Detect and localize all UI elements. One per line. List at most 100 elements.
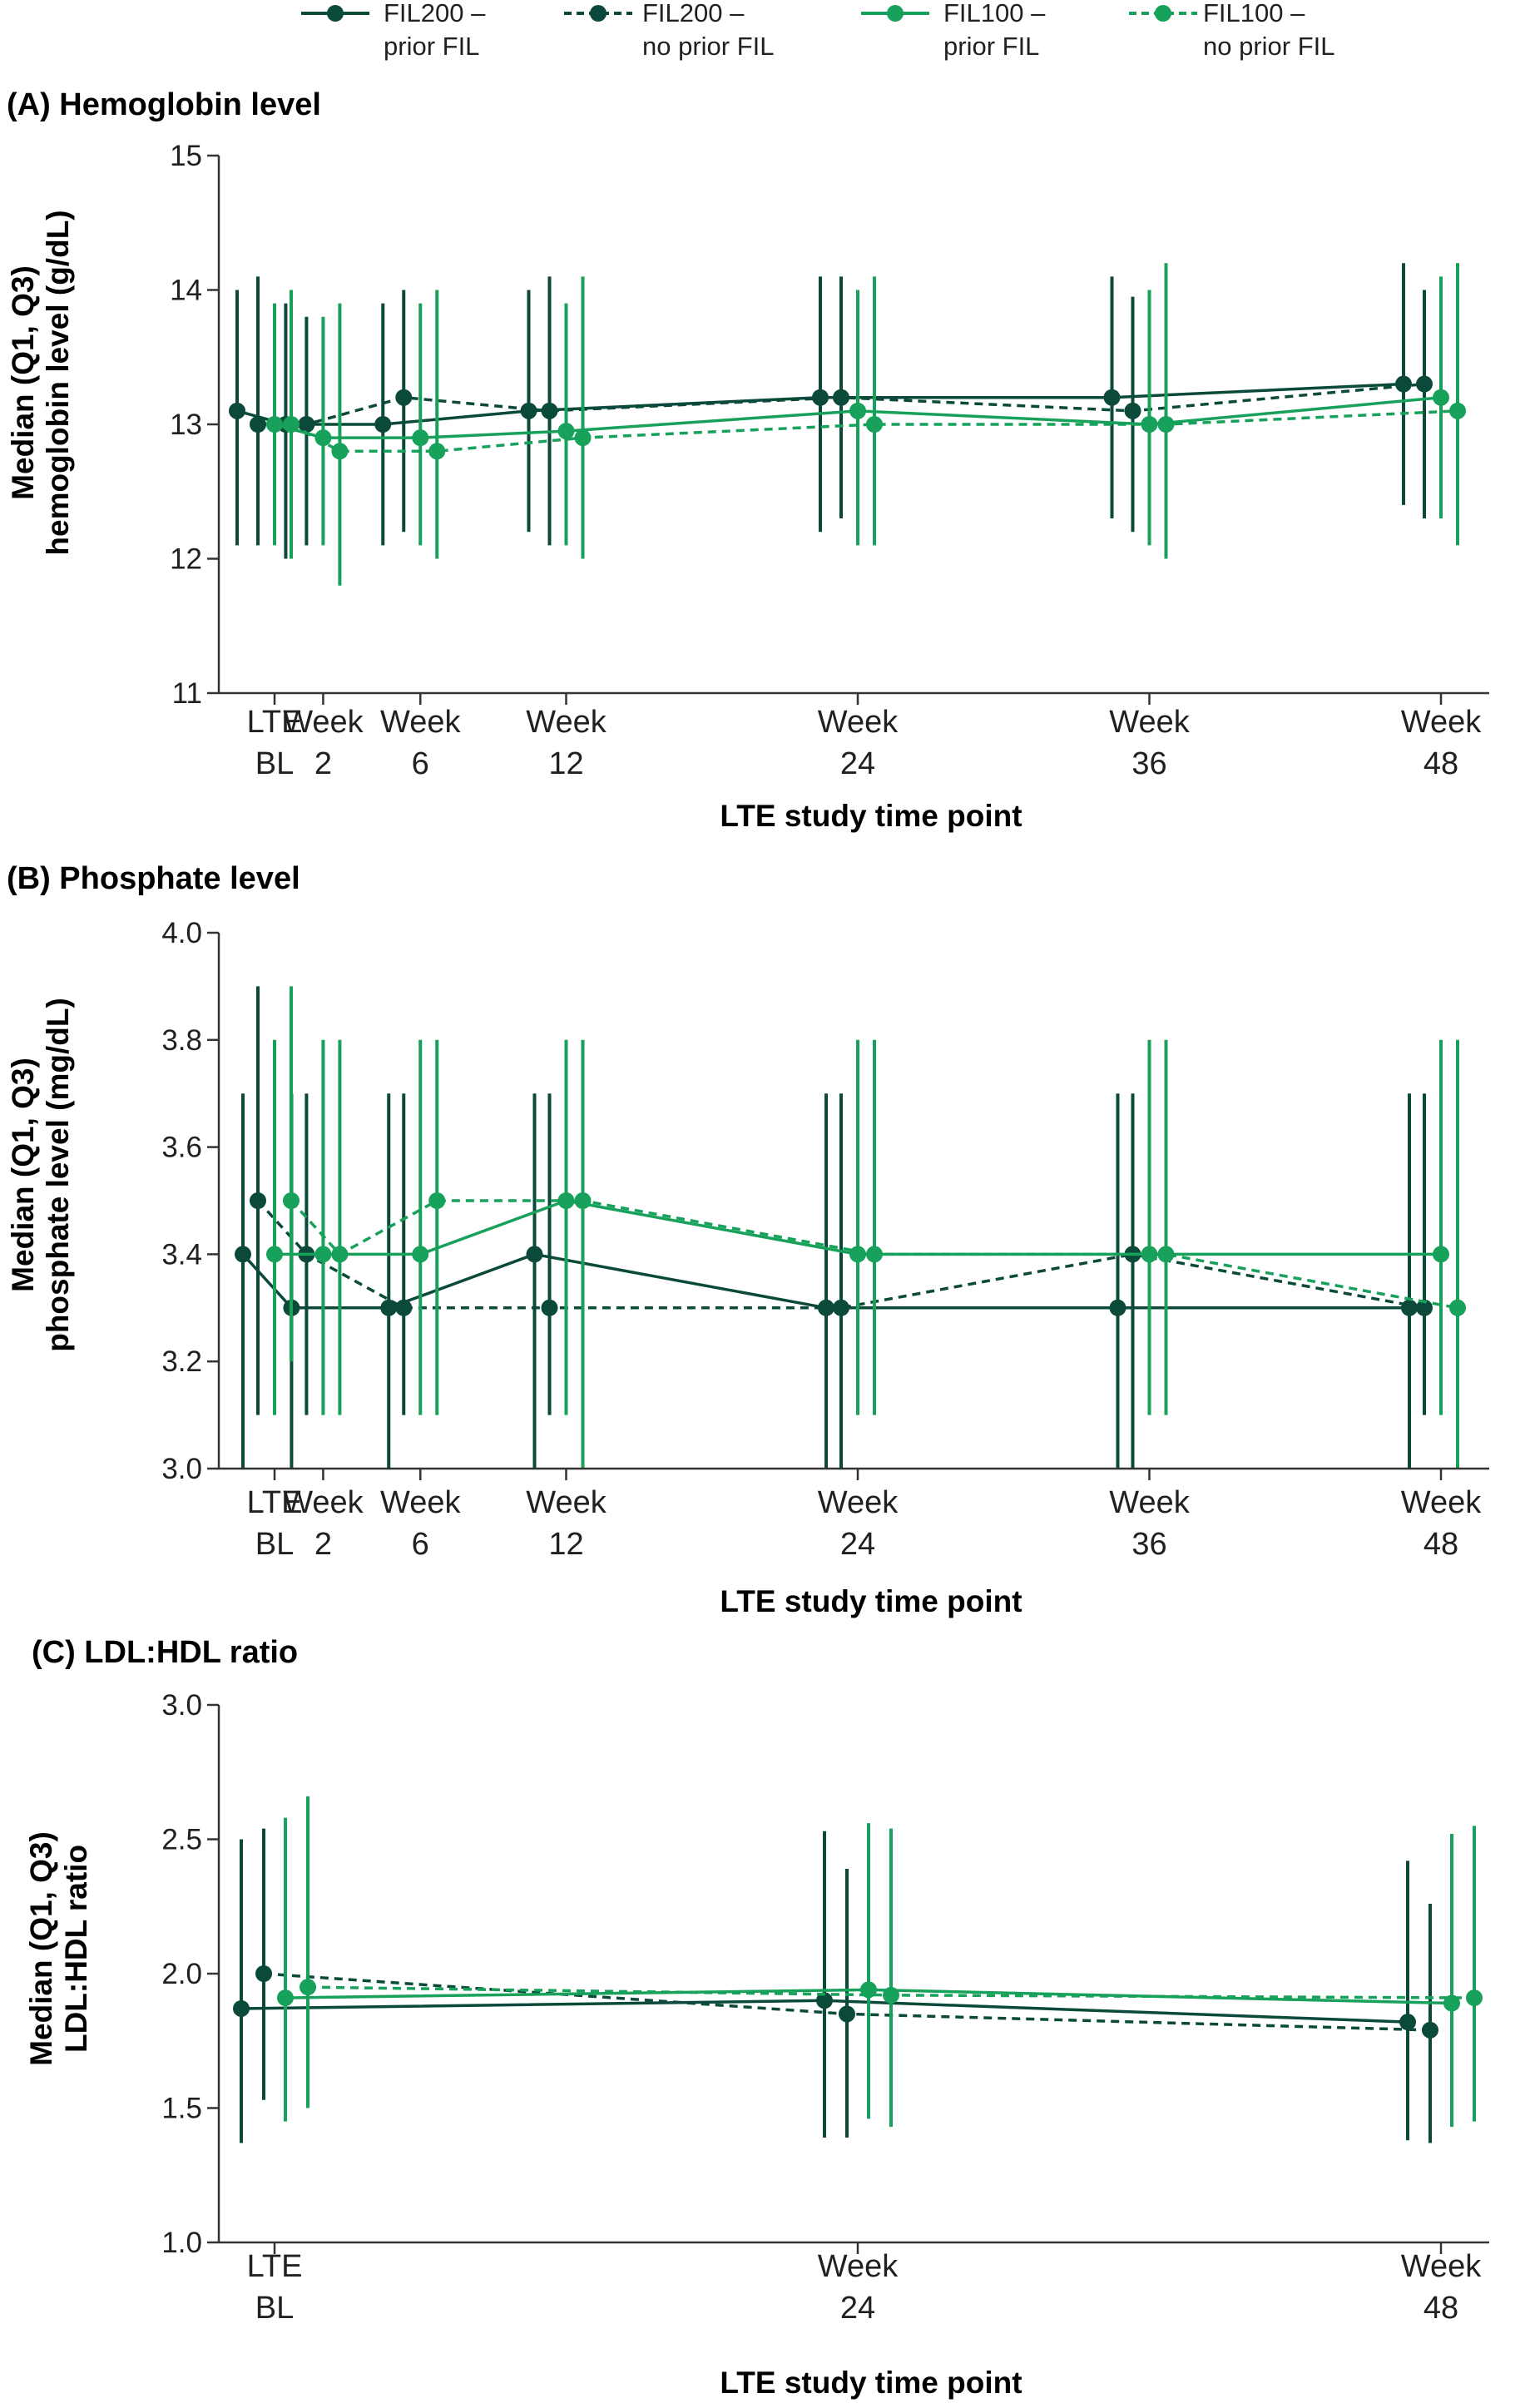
series-2 — [266, 1039, 1449, 1415]
y-tick-label: 2.5 — [161, 1824, 202, 1856]
data-point — [883, 1986, 899, 2004]
legend-item-fil200-no-prior: FIL200 – no prior FIL — [564, 0, 775, 61]
data-point — [277, 1989, 294, 2007]
legend-label-line1: FIL100 – — [1203, 0, 1305, 27]
legend-item-fil100-no-prior: FIL100 – no prior FIL — [1129, 0, 1335, 61]
y-tick-label: 14 — [170, 275, 202, 307]
legend-label-line2: no prior FIL — [642, 32, 775, 61]
data-point — [283, 1192, 300, 1209]
x-tick-label: Week — [1401, 705, 1482, 740]
data-point — [255, 1965, 272, 1982]
data-point — [235, 1246, 251, 1263]
x-tick-label: 12 — [548, 1527, 583, 1562]
y-axis-label-line2: LDL:HDL ratio — [59, 1845, 93, 2053]
data-point — [331, 1246, 349, 1263]
x-tick-label: Week — [818, 1485, 899, 1520]
x-axis-label: LTE study time point — [720, 1584, 1022, 1618]
legend-label-line1: FIL200 – — [384, 0, 486, 27]
axes — [217, 933, 1489, 1470]
data-point — [520, 402, 537, 419]
series-2 — [266, 276, 1449, 546]
data-point — [849, 1246, 866, 1263]
x-tick-label: 6 — [412, 746, 429, 781]
data-point — [314, 1246, 332, 1263]
y-tick-label: 1.5 — [161, 2093, 202, 2125]
series-2 — [277, 1817, 1460, 2128]
data-point — [1124, 402, 1141, 419]
x-tick-label: 48 — [1423, 746, 1458, 781]
x-tick-label: 48 — [1423, 2291, 1458, 2326]
data-point — [839, 2005, 855, 2023]
y-tick-label: 3.0 — [161, 1453, 202, 1485]
data-point — [395, 1299, 413, 1316]
data-point — [1157, 416, 1175, 433]
data-point — [1449, 402, 1466, 419]
data-point — [412, 1246, 429, 1263]
x-tick-label: Week — [380, 1485, 461, 1520]
y-tick-label: 1.0 — [161, 2227, 202, 2259]
data-point — [1433, 1246, 1449, 1263]
x-tick-label: LTE — [247, 1485, 303, 1520]
y-tick-label: 11 — [172, 677, 202, 710]
x-axis-label: LTE study time point — [720, 2366, 1022, 2400]
y-ticks: 11 12 13 14 15 — [170, 140, 219, 710]
data-point — [866, 1246, 883, 1263]
x-tick-label: 24 — [840, 746, 875, 781]
data-point — [1103, 389, 1121, 406]
y-tick-label: 3.2 — [161, 1345, 202, 1378]
data-point — [395, 389, 413, 406]
y-axis-label-line1: Median (Q1, Q3) — [6, 1058, 40, 1292]
x-tick-label: 36 — [1131, 1527, 1166, 1562]
x-tick-label: Week — [1109, 705, 1190, 740]
legend-label-line2: prior FIL — [943, 32, 1039, 61]
legend-swatch-marker — [327, 5, 344, 22]
y-tick-label: 15 — [170, 140, 202, 172]
legend-label-line1: FIL100 – — [943, 0, 1046, 27]
x-tick-label: LTE — [247, 705, 303, 740]
data-point — [380, 1299, 398, 1316]
data-point — [1422, 2021, 1438, 2039]
data-point — [1449, 1299, 1466, 1316]
x-tick-label: Week — [818, 705, 899, 740]
series-marks — [235, 986, 1466, 1469]
panel-hemoglobin: (A) Hemoglobin level Median (Q1, Q3) hem… — [6, 87, 1489, 833]
data-point — [526, 1246, 543, 1263]
y-tick-label: 3.6 — [161, 1132, 202, 1164]
series-0 — [229, 263, 1412, 559]
y-tick-label: 13 — [170, 409, 202, 441]
y-tick-label: 3.4 — [161, 1238, 202, 1271]
x-tick-label: Week — [526, 1485, 607, 1520]
x-tick-label: Week — [1109, 1485, 1190, 1520]
x-ticks: LTE BL Week 2 Week 6 Week 12 Week 24 Week 36 Week 48 — [247, 1469, 1482, 1562]
data-point — [428, 1192, 446, 1209]
data-point — [266, 1246, 283, 1263]
data-point — [1416, 375, 1433, 393]
axes — [217, 156, 1489, 695]
x-axis-label: LTE study time point — [720, 799, 1022, 833]
x-tick-label: 6 — [412, 1527, 429, 1562]
legend-label-line2: prior FIL — [384, 32, 479, 61]
data-point — [541, 402, 558, 419]
data-point — [428, 443, 446, 460]
legend-swatch-marker — [1155, 5, 1171, 22]
y-tick-label: 3.0 — [161, 1689, 202, 1722]
data-point — [1399, 2014, 1416, 2031]
data-point — [574, 429, 592, 447]
y-axis-label-line1: Median (Q1, Q3) — [24, 1831, 58, 2066]
axes — [217, 1705, 1489, 2244]
legend-item-fil200-prior: FIL200 – prior FIL — [301, 0, 486, 61]
y-ticks: 3.0 3.2 3.4 3.6 3.8 4.0 — [161, 917, 219, 1485]
data-point — [298, 416, 315, 433]
x-ticks: LTE BL Week 24 Week 48 — [247, 2242, 1482, 2326]
series-0 — [233, 1831, 1416, 2143]
y-tick-label: 4.0 — [161, 917, 202, 949]
y-tick-label: 2.0 — [161, 1958, 202, 1990]
series-1 — [255, 1828, 1438, 2143]
x-tick-label: 24 — [840, 2291, 875, 2326]
data-point — [1416, 1299, 1433, 1316]
y-axis-label-line1: Median (Q1, Q3) — [6, 265, 40, 500]
x-tick-label: 36 — [1131, 746, 1166, 781]
data-point — [374, 416, 392, 433]
data-point — [816, 1992, 833, 2009]
legend: FIL200 – prior FIL FIL200 – no prior FIL… — [301, 0, 1335, 61]
